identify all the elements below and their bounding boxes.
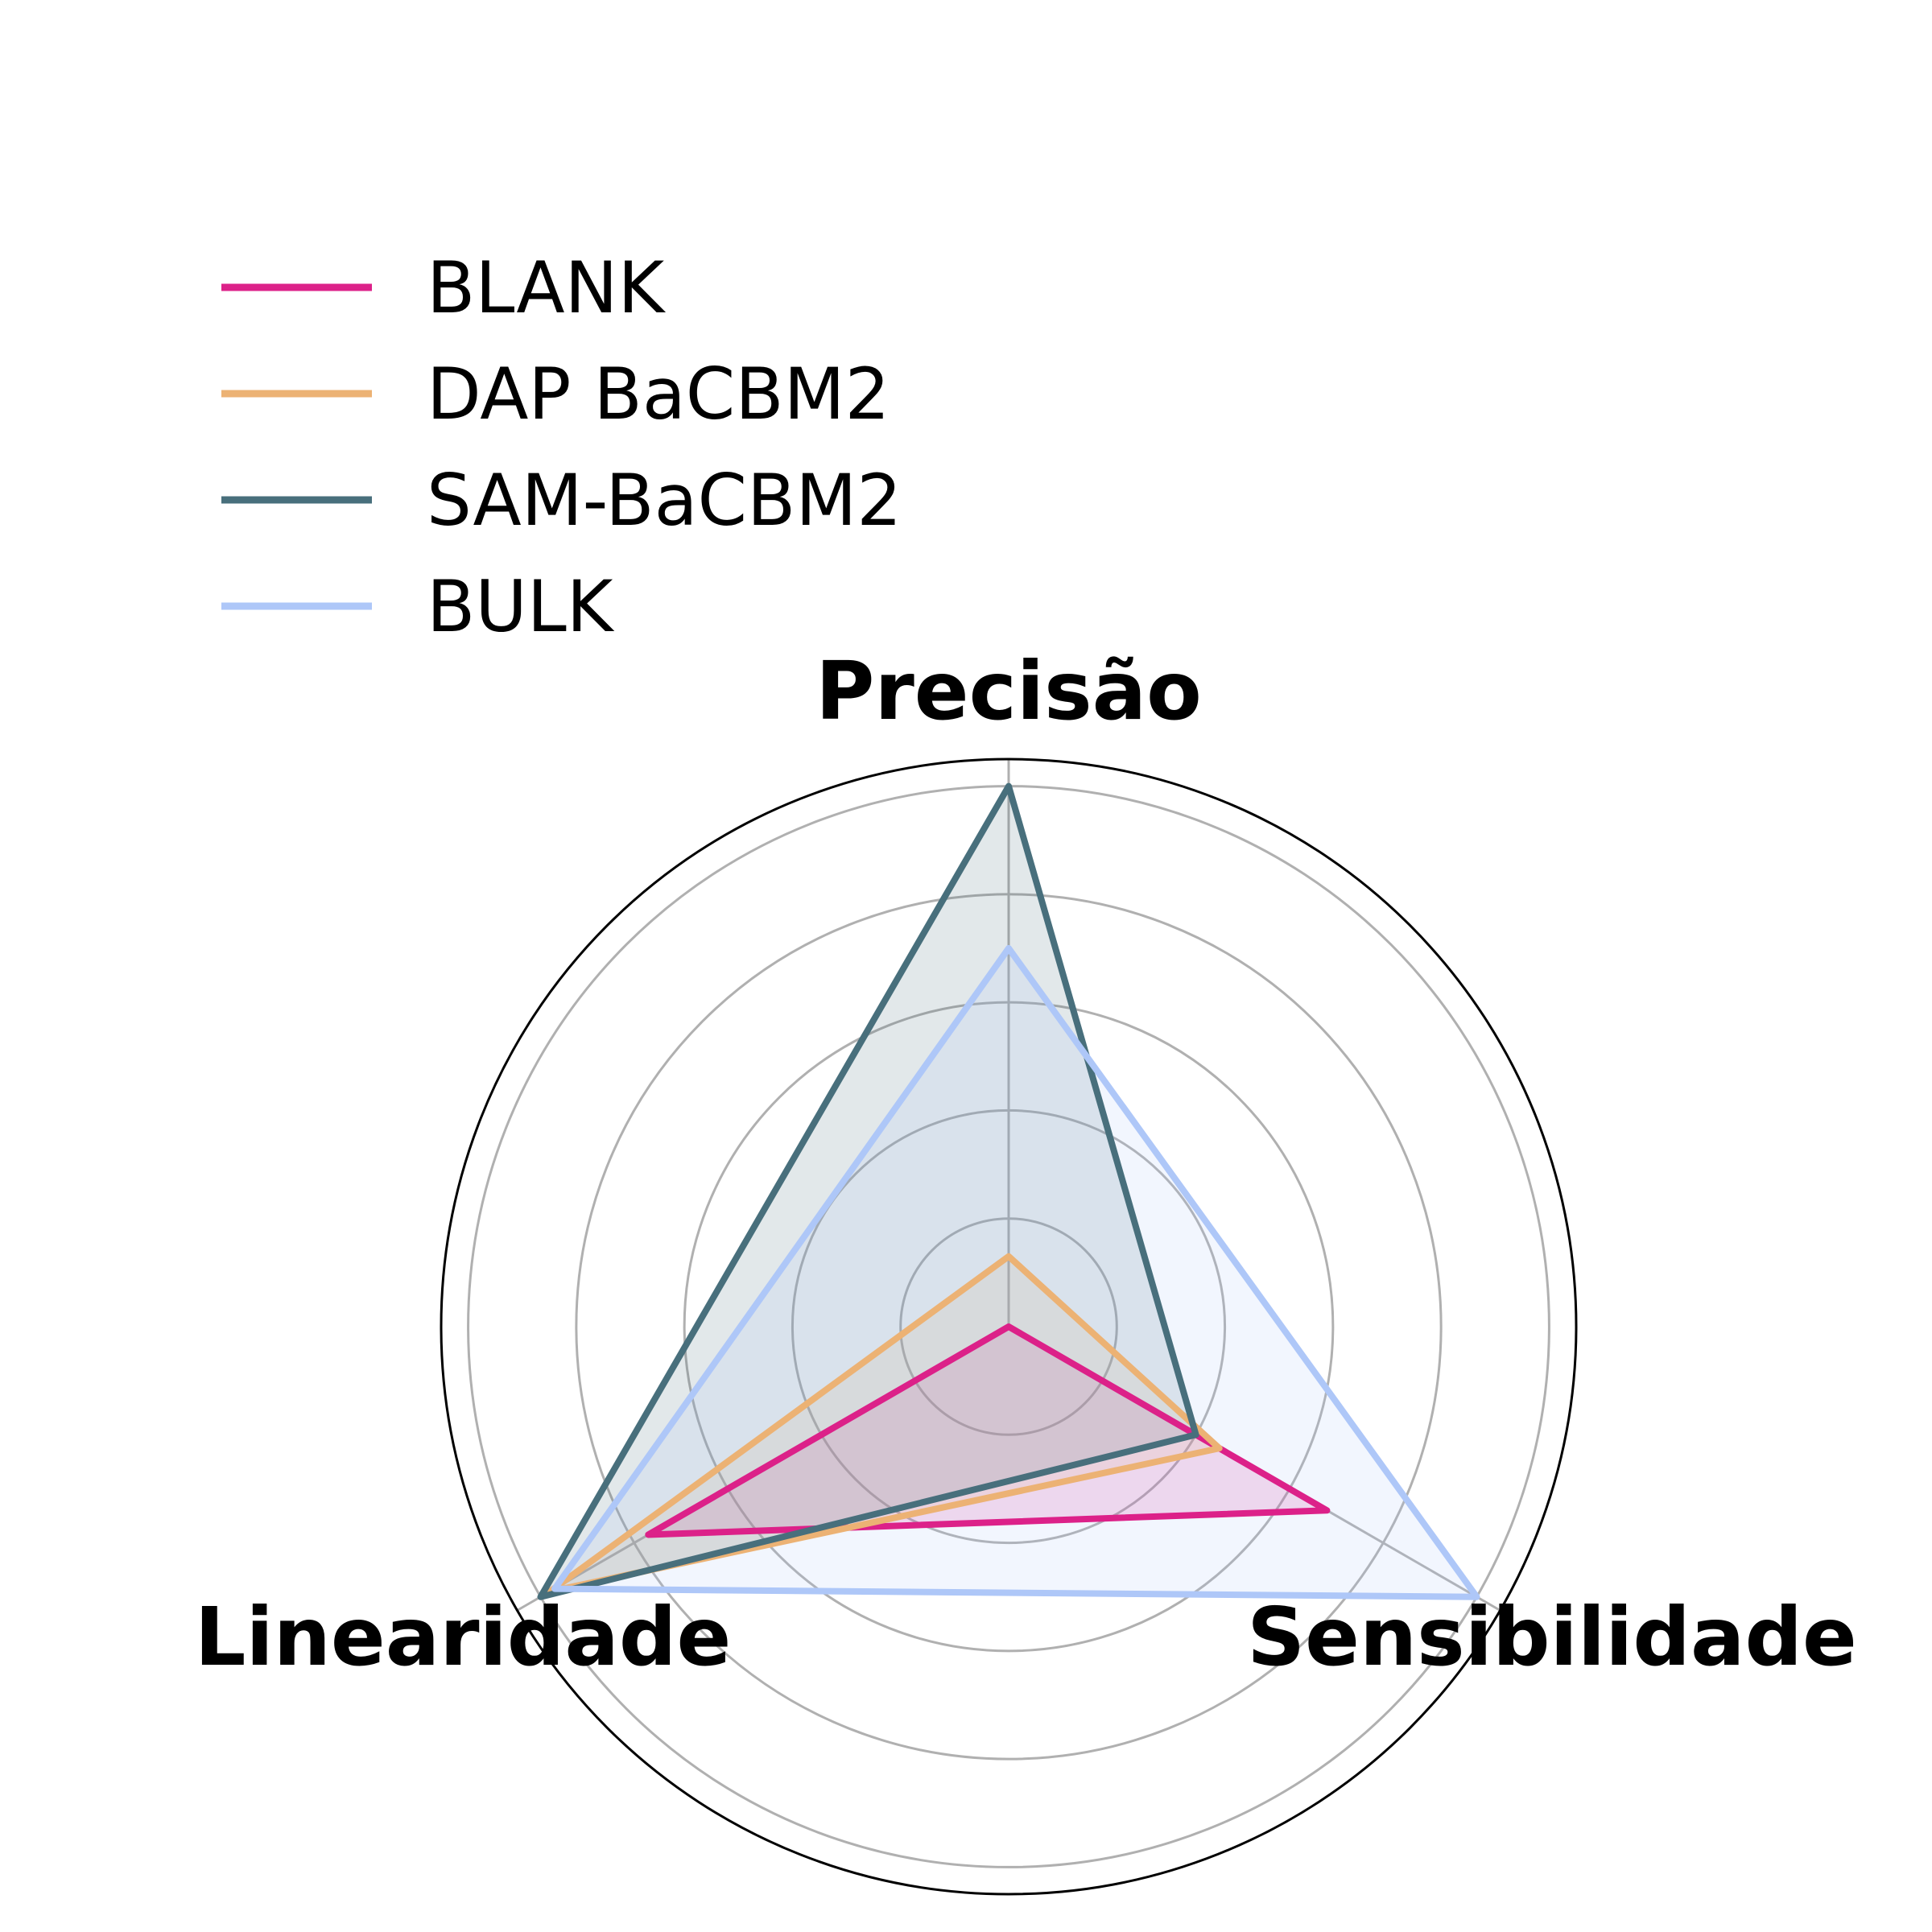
series-fill-sam-bacbm2: [540, 786, 1196, 1597]
legend-label-blank: BLANK: [427, 246, 666, 329]
legend: BLANK DAP BaCBM2 SAM-BaCBM2 BULK: [221, 246, 902, 648]
series-lines: [537, 782, 1480, 1600]
series-fill-bulk: [555, 948, 1477, 1597]
axis-label-linearidade: Linearidade: [195, 1590, 732, 1684]
series-line-dap-bacbm2: [547, 1253, 1223, 1595]
axis-label-sensibilidade: Sensibilidade: [1247, 1590, 1857, 1684]
series-fills: [540, 786, 1477, 1597]
legend-label-sam-bacbm2: SAM-BaCBM2: [427, 459, 902, 542]
series-fill-dap-bacbm2: [550, 1256, 1220, 1591]
series-fill-blank: [648, 1327, 1327, 1535]
series-line-sam-bacbm2: [537, 782, 1199, 1600]
axis-labels: Precisão Sensibilidade Linearidade: [195, 644, 1857, 1684]
legend-label-bulk: BULK: [427, 565, 615, 648]
series-line-bulk: [551, 945, 1480, 1600]
axis-label-precisao: Precisão: [815, 644, 1202, 738]
legend-label-dap-bacbm2: DAP BaCBM2: [427, 353, 890, 436]
series-line-blank: [645, 1323, 1331, 1538]
radar-outer-frame: [440, 758, 1578, 1896]
